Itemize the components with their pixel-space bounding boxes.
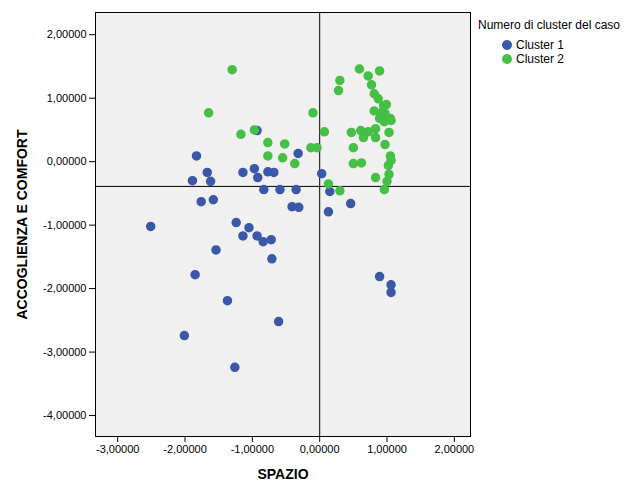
- svg-text:-3,00000: -3,00000: [43, 346, 86, 358]
- svg-text:0,00000: 0,00000: [47, 155, 87, 167]
- svg-text:-2,00000: -2,00000: [43, 282, 86, 294]
- svg-text:-1,00000: -1,00000: [43, 219, 86, 231]
- svg-text:1,00000: 1,00000: [47, 92, 87, 104]
- html-text:Cluster 2: Cluster 2: [516, 52, 564, 66]
- svg-text:-4,00000: -4,00000: [43, 409, 86, 421]
- svg-text:2,00000: 2,00000: [47, 28, 87, 40]
- svg-text:2,00000: 2,00000: [434, 443, 474, 455]
- svg-text:0,00000: 0,00000: [300, 443, 340, 455]
- svg-text:1,00000: 1,00000: [367, 443, 407, 455]
- html-text:Cluster 1: Cluster 1: [516, 38, 564, 52]
- html-text:Numero di cluster del caso: Numero di cluster del caso: [478, 18, 620, 32]
- svg-text:SPAZIO: SPAZIO: [257, 466, 308, 482]
- svg-text:-3,00000: -3,00000: [96, 443, 139, 455]
- svg-text:ACCOGLIENZA E COMFORT: ACCOGLIENZA E COMFORT: [14, 129, 30, 319]
- svg-text:-1,00000: -1,00000: [231, 443, 274, 455]
- svg-text:-2,00000: -2,00000: [163, 443, 206, 455]
